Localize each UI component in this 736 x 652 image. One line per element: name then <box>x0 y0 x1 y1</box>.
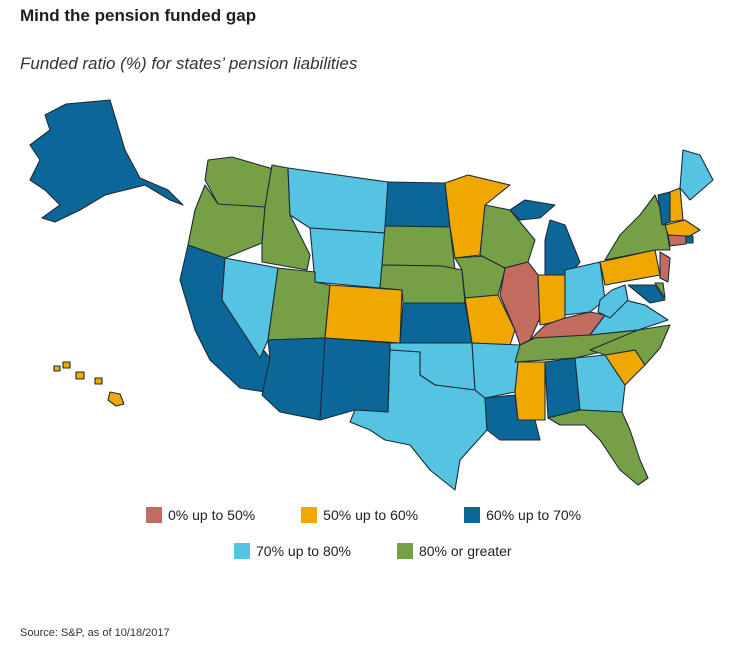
chart-title: Mind the pension funded gap <box>20 6 257 25</box>
state-co <box>324 284 403 344</box>
state-hi-1 <box>53 365 61 372</box>
legend-label-50-60: 50% up to 60% <box>323 507 419 523</box>
state-fl <box>547 409 649 486</box>
state-hi-3 <box>75 371 85 380</box>
legend-item-0-50: 0% up to 50% <box>146 507 255 523</box>
state-sd <box>381 225 456 271</box>
legend-item-50-60: 50% up to 60% <box>301 507 418 523</box>
state-ga <box>574 354 626 413</box>
state-nm <box>319 337 391 421</box>
chart-subtitle: Funded ratio (%) for states’ pension lia… <box>20 54 358 73</box>
state-nv <box>221 257 279 359</box>
state-az <box>261 337 326 421</box>
us-map <box>29 99 714 491</box>
legend-label-60-70: 60% up to 70% <box>486 507 582 523</box>
state-in <box>537 274 566 326</box>
legend-label-0-50: 0% up to 50% <box>168 507 256 523</box>
state-md <box>627 284 666 304</box>
state-mt <box>287 167 389 234</box>
state-me <box>679 149 714 201</box>
state-or <box>187 184 266 259</box>
state-mo <box>464 294 516 346</box>
state-ri <box>685 235 694 244</box>
state-oh <box>564 261 606 316</box>
legend-swatch-50-60 <box>301 507 318 523</box>
state-ma <box>664 219 701 238</box>
legend-swatch-80-plus <box>396 543 413 559</box>
state-de <box>654 282 666 299</box>
source-note: Source: S&P, as of 10/18/2017 <box>20 627 170 639</box>
state-nd <box>384 181 451 228</box>
state-mi-upper <box>509 199 556 221</box>
state-nj <box>659 251 671 283</box>
state-ar <box>471 342 521 399</box>
legend-row-2: 70% up to 80% 80% or greater <box>234 543 512 559</box>
state-hi-2 <box>62 361 71 369</box>
legend-label-80-plus: 80% or greater <box>418 543 512 559</box>
state-wv <box>597 284 629 319</box>
legend-label-70-80: 70% up to 80% <box>256 543 351 559</box>
state-nc <box>589 324 671 366</box>
legend-swatch-60-70 <box>464 507 481 523</box>
state-hi-5 <box>107 391 125 407</box>
legend-swatch-70-80 <box>234 543 250 559</box>
state-wy <box>309 227 386 289</box>
legend-item-80-plus: 80% or greater <box>396 543 512 559</box>
state-ak <box>29 99 184 223</box>
legend-item-70-80: 70% up to 80% <box>234 543 351 559</box>
state-al <box>544 357 581 419</box>
state-ks <box>399 302 473 344</box>
legend-item-60-70: 60% up to 70% <box>464 507 581 523</box>
state-tx <box>349 349 488 491</box>
state-ct <box>667 234 687 247</box>
state-hi-4 <box>94 377 103 385</box>
legend-row-1: 0% up to 50% 50% up to 60% 60% up to 70% <box>146 507 581 523</box>
state-nh <box>669 187 684 223</box>
legend-swatch-0-50 <box>146 507 162 523</box>
state-mi-lower <box>544 219 581 276</box>
state-ms <box>514 361 546 421</box>
